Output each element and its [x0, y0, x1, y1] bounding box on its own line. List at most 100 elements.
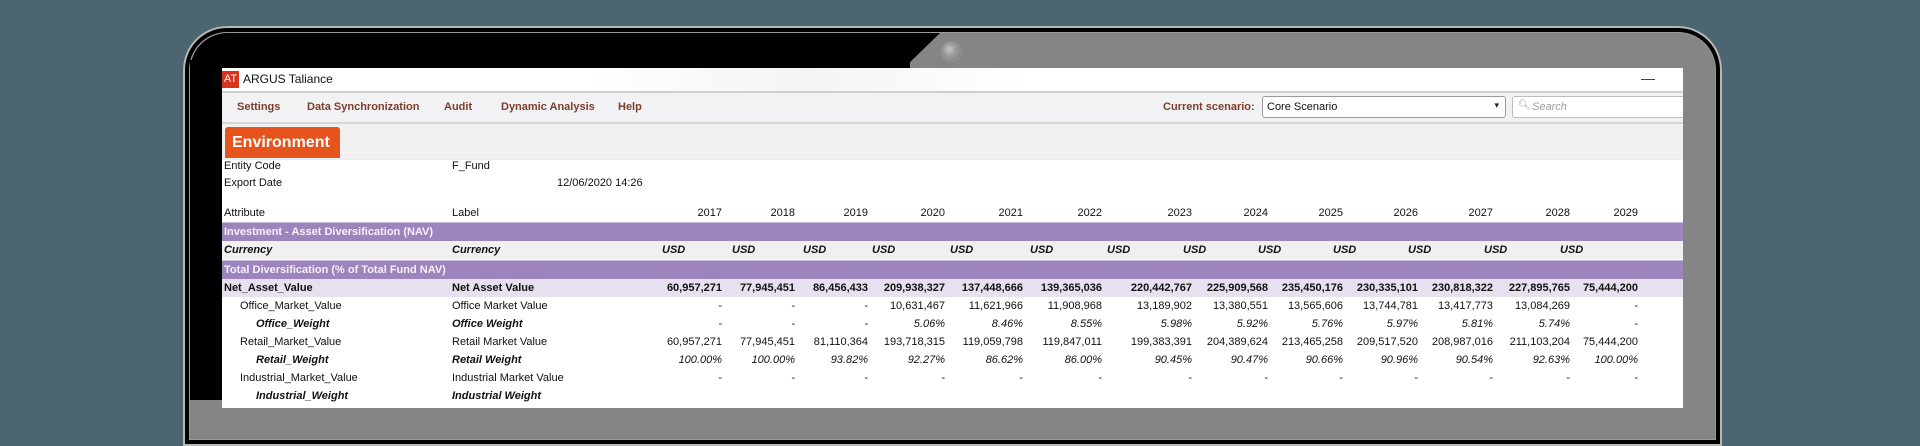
- cell[interactable]: -: [864, 318, 868, 330]
- cell[interactable]: 90.54%: [1455, 354, 1493, 366]
- cell[interactable]: 11,908,968: [1047, 300, 1102, 312]
- search-input[interactable]: 🔍︎ Search: [1512, 96, 1683, 118]
- cell[interactable]: -: [791, 300, 795, 312]
- cell[interactable]: 5.81%: [1461, 318, 1493, 330]
- cell[interactable]: 86.00%: [1064, 354, 1102, 366]
- cell[interactable]: 5.74%: [1538, 318, 1570, 330]
- cell[interactable]: 86.62%: [985, 354, 1023, 366]
- cell[interactable]: 209,517,520: [1356, 336, 1418, 348]
- cell[interactable]: 13,744,781: [1362, 300, 1418, 312]
- cell[interactable]: 13,084,269: [1514, 300, 1570, 312]
- cell[interactable]: -: [1339, 372, 1343, 384]
- cell[interactable]: 60,957,271: [666, 282, 722, 294]
- cell[interactable]: 90.47%: [1230, 354, 1268, 366]
- cell[interactable]: 208,987,016: [1431, 336, 1493, 348]
- cell[interactable]: 8.46%: [991, 318, 1023, 330]
- menu-audit[interactable]: Audit: [444, 101, 473, 113]
- cell[interactable]: -: [1098, 372, 1102, 384]
- cell[interactable]: 230,818,322: [1431, 282, 1493, 294]
- cell[interactable]: USD: [1258, 244, 1282, 256]
- cell[interactable]: -: [864, 372, 868, 384]
- cell[interactable]: 90.66%: [1305, 354, 1343, 366]
- cell[interactable]: -: [1634, 300, 1638, 312]
- cell[interactable]: 5.92%: [1236, 318, 1268, 330]
- cell[interactable]: 5.97%: [1386, 318, 1418, 330]
- cell[interactable]: 235,450,176: [1281, 282, 1343, 294]
- cell[interactable]: 60,957,271: [666, 336, 722, 348]
- cell[interactable]: 139,365,036: [1040, 282, 1102, 294]
- cell[interactable]: USD: [1183, 244, 1207, 256]
- cell[interactable]: -: [1414, 372, 1418, 384]
- cell[interactable]: USD: [1107, 244, 1131, 256]
- cell[interactable]: 13,565,606: [1287, 300, 1343, 312]
- cell[interactable]: USD: [1408, 244, 1432, 256]
- cell[interactable]: 11,621,966: [968, 300, 1023, 312]
- cell[interactable]: 86,456,433: [812, 282, 868, 294]
- cell[interactable]: -: [1264, 372, 1268, 384]
- cell[interactable]: 92.63%: [1532, 354, 1570, 366]
- cell[interactable]: -: [791, 372, 795, 384]
- cell[interactable]: 93.82%: [830, 354, 868, 366]
- menu-settings[interactable]: Settings: [237, 101, 281, 113]
- cell[interactable]: 77,945,451: [739, 282, 795, 294]
- cell[interactable]: 193,718,315: [883, 336, 945, 348]
- cell[interactable]: 92.27%: [907, 354, 945, 366]
- tab-environment[interactable]: Environment: [225, 127, 340, 158]
- cell[interactable]: 5.76%: [1311, 318, 1343, 330]
- menu-help[interactable]: Help: [618, 101, 642, 113]
- cell[interactable]: 13,380,551: [1212, 300, 1268, 312]
- cell[interactable]: 13,417,773: [1437, 300, 1493, 312]
- cell[interactable]: 81,110,364: [813, 336, 868, 348]
- cell[interactable]: 100.00%: [1594, 354, 1638, 366]
- cell[interactable]: 230,335,101: [1356, 282, 1418, 294]
- cell[interactable]: 100.00%: [678, 354, 722, 366]
- cell[interactable]: -: [941, 372, 945, 384]
- cell[interactable]: 5.98%: [1160, 318, 1192, 330]
- cell[interactable]: 5.06%: [913, 318, 945, 330]
- cell[interactable]: 100.00%: [751, 354, 795, 366]
- cell[interactable]: -: [1188, 372, 1192, 384]
- cell[interactable]: -: [718, 318, 722, 330]
- cell[interactable]: 75,444,200: [1582, 336, 1638, 348]
- cell[interactable]: USD: [872, 244, 896, 256]
- cell[interactable]: 213,465,258: [1281, 336, 1343, 348]
- cell[interactable]: 225,909,568: [1206, 282, 1268, 294]
- cell[interactable]: 220,442,767: [1130, 282, 1192, 294]
- cell[interactable]: 119,847,011: [1042, 336, 1102, 348]
- menu-data-synchronization[interactable]: Data Synchronization: [307, 101, 420, 113]
- cell[interactable]: USD: [1333, 244, 1357, 256]
- cell[interactable]: USD: [1484, 244, 1508, 256]
- cell[interactable]: -: [718, 300, 722, 312]
- cell[interactable]: -: [864, 300, 868, 312]
- cell[interactable]: 90.45%: [1154, 354, 1192, 366]
- cell[interactable]: 204,389,624: [1206, 336, 1268, 348]
- cell[interactable]: 199,383,391: [1130, 336, 1192, 348]
- cell[interactable]: USD: [732, 244, 756, 256]
- cell[interactable]: 8.55%: [1070, 318, 1102, 330]
- cell[interactable]: USD: [950, 244, 974, 256]
- cell[interactable]: -: [1634, 372, 1638, 384]
- scenario-dropdown[interactable]: Core Scenario ▾: [1262, 96, 1506, 118]
- cell[interactable]: -: [1019, 372, 1023, 384]
- cell[interactable]: -: [1566, 372, 1570, 384]
- cell[interactable]: USD: [803, 244, 827, 256]
- cell[interactable]: -: [1634, 318, 1638, 330]
- cell[interactable]: 13,189,902: [1136, 300, 1192, 312]
- cell[interactable]: -: [791, 318, 795, 330]
- cell[interactable]: 119,059,798: [962, 336, 1023, 348]
- cell[interactable]: 75,444,200: [1582, 282, 1638, 294]
- cell[interactable]: -: [1489, 372, 1493, 384]
- cell[interactable]: 209,938,327: [883, 282, 945, 294]
- cell[interactable]: 211,103,204: [1509, 336, 1570, 348]
- cell[interactable]: -: [718, 372, 722, 384]
- cell[interactable]: 10,631,467: [889, 300, 945, 312]
- cell[interactable]: 77,945,451: [739, 336, 795, 348]
- menu-dynamic-analysis[interactable]: Dynamic Analysis: [501, 101, 595, 113]
- cell[interactable]: USD: [1560, 244, 1584, 256]
- cell[interactable]: USD: [1030, 244, 1054, 256]
- cell[interactable]: 227,895,765: [1508, 282, 1570, 294]
- cell[interactable]: USD: [662, 244, 686, 256]
- minimize-button[interactable]: —: [1641, 70, 1655, 86]
- cell[interactable]: 137,448,666: [961, 282, 1023, 294]
- cell[interactable]: 90.96%: [1380, 354, 1418, 366]
